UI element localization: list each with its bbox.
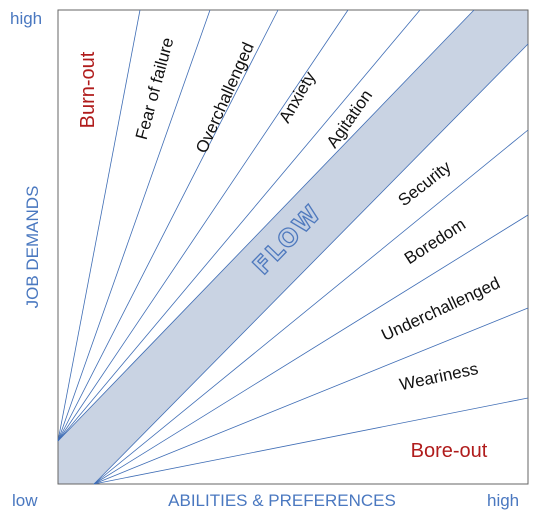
y-axis-title: JOB DEMANDS bbox=[23, 186, 42, 309]
lower-fan-lines bbox=[93, 43, 529, 485]
x-axis-low-label: low bbox=[12, 491, 38, 510]
y-axis-high-label: high bbox=[10, 9, 42, 28]
zone-label-boredom: Boredom bbox=[401, 215, 469, 269]
zone-label-fear-of-failure: Fear of failure bbox=[132, 35, 178, 141]
x-axis-title: ABILITIES & PREFERENCES bbox=[168, 491, 396, 510]
upper-fan-lines bbox=[57, 9, 475, 442]
chart-frame bbox=[57, 9, 529, 485]
zone-label-boreout: Bore-out bbox=[411, 440, 488, 462]
zone-label-underchallenged: Underchallenged bbox=[378, 273, 503, 345]
zone-label-anxiety: Anxiety bbox=[275, 68, 320, 126]
zone-label-weariness: Weariness bbox=[398, 359, 480, 394]
zone-label-overchallenged: Overchallenged bbox=[192, 40, 258, 157]
x-axis-high-label: high bbox=[487, 491, 519, 510]
flow-band bbox=[58, 10, 528, 484]
zone-label-burnout: Burn-out bbox=[77, 51, 99, 128]
